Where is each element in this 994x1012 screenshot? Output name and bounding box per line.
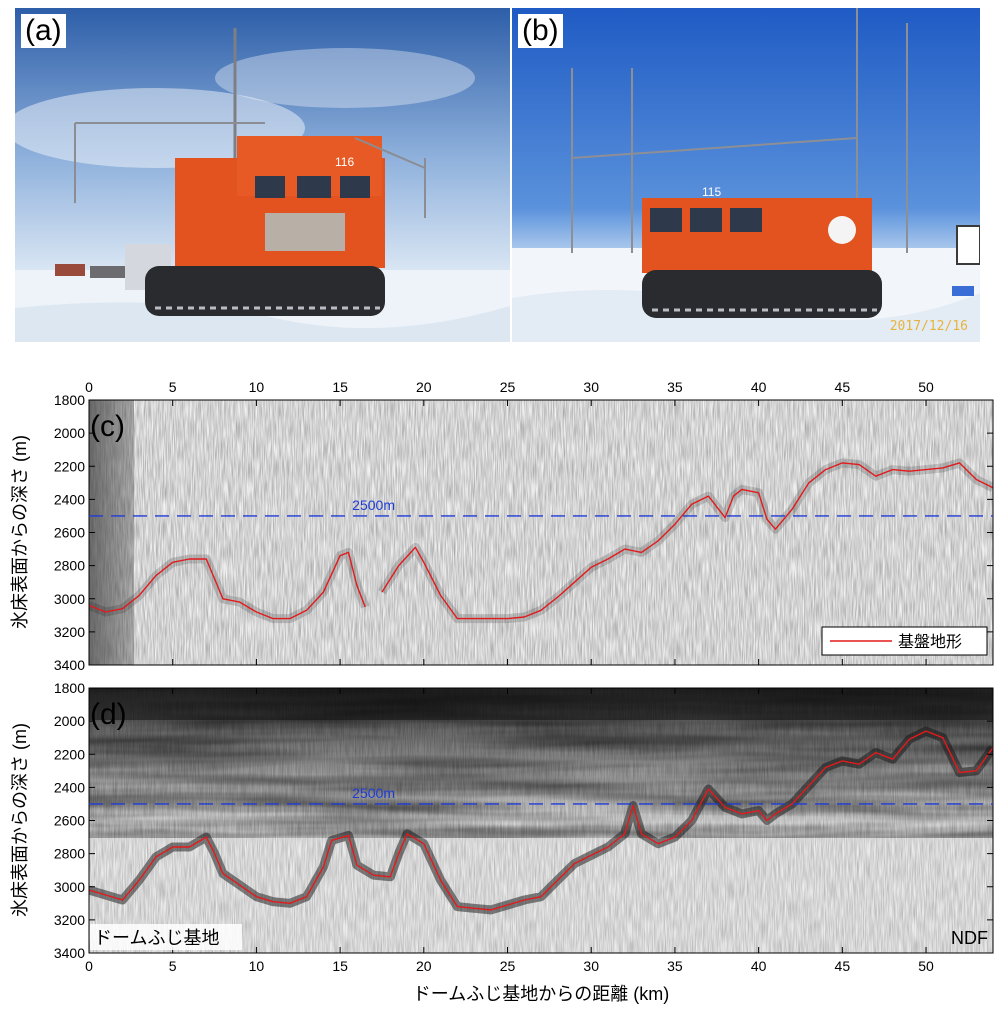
y-tick-label: 3400 — [54, 945, 85, 961]
vehicle-number-a: 116 — [335, 155, 354, 169]
y-tick-label: 2200 — [54, 746, 85, 762]
x-tick-label-top: 35 — [667, 379, 683, 395]
reference-label-c: 2500m — [352, 497, 395, 513]
y-tick-label: 2400 — [54, 491, 85, 507]
y-tick-label: 2600 — [54, 525, 85, 541]
radargram-c — [89, 400, 993, 665]
panel-b-label: (b) — [518, 14, 563, 48]
reference-label-d: 2500m — [352, 785, 395, 801]
legend-label: 基盤地形 — [898, 633, 962, 651]
panel-a-label: (a) — [21, 14, 66, 48]
radar-profile-figure: 0 5 10 15 20 25 30 35 40 45 5018002000220024002600… — [10, 379, 994, 1004]
y-tick-label: 3400 — [54, 657, 85, 673]
ndf-annotation: NDF — [951, 928, 988, 948]
bed-topography-line — [89, 730, 993, 911]
x-tick-label: 5 — [169, 958, 177, 974]
y-tick-label: 2800 — [54, 558, 85, 574]
radargram-d — [89, 688, 993, 953]
snow-vehicle-photo-a: 116 — [15, 8, 510, 342]
x-tick-label: 35 — [667, 958, 683, 974]
x-tick-label: 30 — [583, 958, 599, 974]
x-tick-label-top: 0 — [85, 379, 93, 395]
photo-b: 115 (b) 2017/12/16 — [512, 8, 980, 342]
y-tick-label: 2400 — [54, 779, 85, 795]
bed-topography-line — [381, 462, 993, 620]
panel-d-label: (d) — [90, 698, 127, 731]
dome-fuji-annotation: ドームふじ基地 — [94, 928, 219, 948]
x-tick-label-top: 5 — [169, 379, 177, 395]
x-tick-label-top: 15 — [332, 379, 348, 395]
vehicle-number-b: 115 — [702, 185, 721, 199]
photo-a: 116 (a) — [15, 8, 510, 342]
panel-c: 0 5 10 15 20 25 30 35 40 45 50 1800 2000 2200 2400 2600… — [54, 379, 994, 673]
x-tick-label-top: 25 — [500, 379, 516, 395]
panel-c-label: (c) — [90, 410, 125, 443]
y-tick-label: 3000 — [54, 879, 85, 895]
date-stamp: 2017/12/16 — [889, 319, 968, 334]
x-tick-label-top: 30 — [583, 379, 599, 395]
x-tick-label-top: 50 — [918, 379, 934, 395]
x-tick-label-top: 20 — [416, 379, 432, 395]
x-tick-label: 15 — [332, 958, 348, 974]
y-tick-label: 2200 — [54, 458, 85, 474]
y-tick-label: 2000 — [54, 713, 85, 729]
x-tick-label-top: 40 — [751, 379, 767, 395]
y-tick-label: 1800 — [54, 680, 85, 696]
bed-topography-line — [89, 551, 366, 620]
y-tick-label: 2800 — [54, 846, 85, 862]
x-tick-label: 0 — [85, 958, 93, 974]
y-axis-label-c: 氷床表面からの深さ (m) — [10, 435, 30, 629]
x-axis-label: ドームふじ基地からの距離 (km) — [413, 984, 669, 1004]
x-tick-label-top: 45 — [835, 379, 851, 395]
panel-d: 0 5 10 15 20 25 30 35 40 45 50 1800 2000 2200 2400 2600… — [54, 680, 994, 974]
snow-vehicle-photo-b: 115 — [512, 8, 980, 342]
x-tick-label: 10 — [249, 958, 265, 974]
y-tick-label: 3200 — [54, 624, 85, 640]
x-tick-label-top: 10 — [249, 379, 265, 395]
y-axis-label-d: 氷床表面からの深さ (m) — [10, 723, 30, 917]
x-tick-label: 50 — [918, 958, 934, 974]
legend: 基盤地形 — [821, 626, 988, 656]
y-tick-label: 2000 — [54, 425, 85, 441]
y-tick-label: 3200 — [54, 912, 85, 928]
y-tick-label: 3000 — [54, 591, 85, 607]
x-tick-label: 45 — [835, 958, 851, 974]
x-tick-label: 40 — [751, 958, 767, 974]
y-tick-label: 1800 — [54, 392, 85, 408]
x-tick-label: 20 — [416, 958, 432, 974]
y-tick-label: 2600 — [54, 813, 85, 829]
x-tick-label: 25 — [500, 958, 516, 974]
